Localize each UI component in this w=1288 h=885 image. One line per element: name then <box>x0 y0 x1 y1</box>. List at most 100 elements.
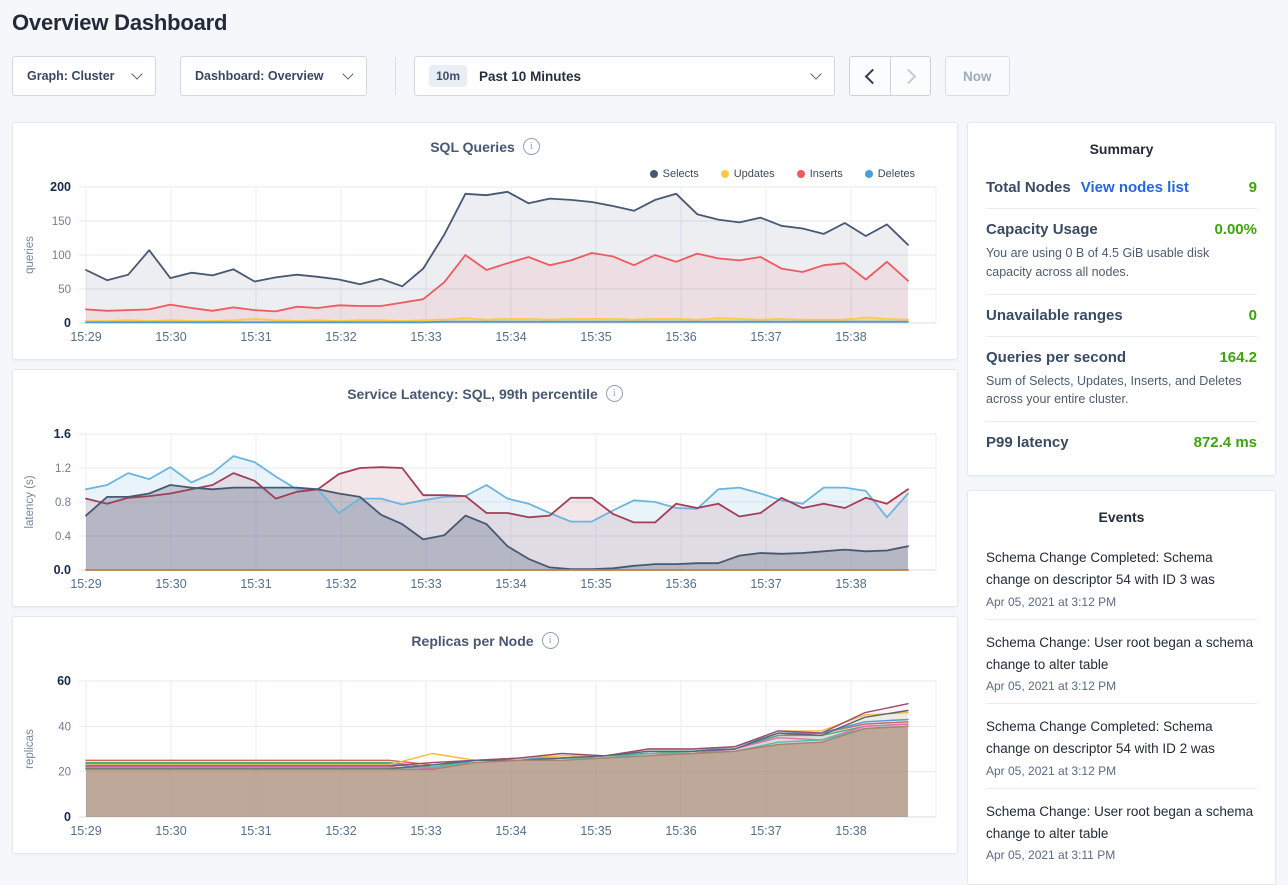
summary-rows: Total Nodes View nodes list 9 Capacity Usag… <box>986 167 1257 463</box>
info-icon[interactable]: i <box>605 385 623 402</box>
replicas-per-node-title-row: Replicas per Node i <box>13 617 957 649</box>
sql-queries-title: SQL Queries <box>430 138 515 155</box>
x-axis-tick: 15:33 <box>410 824 441 838</box>
x-axis-tick: 15:37 <box>750 824 781 838</box>
x-axis-tick: 15:29 <box>70 824 101 838</box>
time-range-picker[interactable]: 10m Past 10 Minutes <box>414 56 835 96</box>
y-axis-tick: 150 <box>52 216 71 228</box>
chevron-right-icon <box>900 68 917 84</box>
summary-label: Capacity Usage <box>986 221 1098 238</box>
event-date: Apr 05, 2021 at 3:12 PM <box>986 594 1117 609</box>
info-icon[interactable]: i <box>541 632 559 649</box>
event-date: Apr 05, 2021 at 3:11 PM <box>986 848 1116 863</box>
legend-item-inserts: Inserts <box>796 168 843 180</box>
service-latency-sql-99th-percentile-chart: Service Latency: SQL, 99th percentile i 0.… <box>12 369 958 607</box>
event-text: Schema Change Completed: Schema change o… <box>986 550 1215 588</box>
x-axis-tick: 15:31 <box>240 330 271 344</box>
time-range-badge: 10m <box>429 65 468 87</box>
summary-row-queries-per-second: Queries per second 164.2 Sum of Selects, U… <box>986 335 1257 422</box>
info-icon[interactable]: i <box>522 138 540 155</box>
x-axis-tick: 15:30 <box>155 577 186 591</box>
x-axis-tick: 15:33 <box>410 330 441 344</box>
summary-row-total-nodes: Total Nodes View nodes list 9 <box>986 167 1257 208</box>
legend-label: Updates <box>733 168 775 180</box>
replicas-per-node-plot[interactable]: 0 20 40 60 15:29 15:30 15:31 15:32 15:33 15:34 15:… <box>13 671 959 841</box>
service-latency-sql-99th-percentile-plot[interactable]: 0.0 0.4 0.8 1.2 1.6 15:29 15:30 15:31 15:32 15:33… <box>13 424 959 594</box>
event-item: Schema Change Completed: Schema change o… <box>986 535 1257 619</box>
page: Overview Dashboard Graph: Cluster Dashbo… <box>0 10 1288 885</box>
replicas-per-node-title: Replicas per Node <box>411 632 534 649</box>
legend-label: Inserts <box>809 168 843 180</box>
summary-title: Summary <box>1089 141 1154 157</box>
legend-label: Selects <box>662 168 699 180</box>
x-axis-tick: 15:35 <box>580 330 611 344</box>
next-range-button[interactable] <box>890 57 930 95</box>
x-axis-tick: 15:32 <box>325 330 356 344</box>
x-axis-tick: 15:32 <box>325 577 356 591</box>
dashboard-dropdown-label: Dashboard: Overview <box>195 69 324 83</box>
x-axis-tick: 15:35 <box>580 824 611 838</box>
summary-value: 0.00% <box>1214 221 1257 238</box>
legend-item-deletes: Deletes <box>864 168 915 180</box>
summary-label: P99 latency <box>986 434 1069 451</box>
x-axis-tick: 15:38 <box>835 330 866 344</box>
x-axis-tick: 15:30 <box>155 330 186 344</box>
y-axis-tick: 50 <box>58 284 71 296</box>
sql-queries-title-row: SQL Queries i <box>13 123 957 155</box>
graph-dropdown[interactable]: Graph: Cluster <box>12 56 156 96</box>
view-nodes-list-link[interactable]: View nodes list <box>1080 179 1189 196</box>
summary-row-unavailable-ranges: Unavailable ranges 0 <box>986 293 1257 336</box>
events-title: Events <box>1098 509 1145 525</box>
main-area: SQL Queries i Selects Updates Inserts Deletes… <box>12 122 1276 885</box>
toolbar: Graph: Cluster Dashboard: Overview 10m P… <box>12 56 1276 96</box>
y-axis-tick: 1.2 <box>55 463 71 475</box>
x-axis-tick: 15:36 <box>665 824 696 838</box>
deletes-dot-icon <box>864 170 873 178</box>
summary-subtext: You are using 0 B of 4.5 GiB usable disk… <box>986 246 1210 279</box>
y-axis-label: replicas <box>24 729 36 769</box>
summary-subtext: Sum of Selects, Updates, Inserts, and De… <box>986 373 1242 407</box>
x-axis-tick: 15:32 <box>325 824 356 838</box>
summary-value: 9 <box>1248 179 1257 196</box>
legend-label: Deletes <box>877 168 915 180</box>
time-range-label: Past 10 Minutes <box>479 68 582 84</box>
event-item: Schema Change Completed: Schema change o… <box>986 703 1257 788</box>
x-axis-tick: 15:35 <box>580 577 611 591</box>
events-panel: Events Schema Change Completed: Schema c… <box>967 490 1276 885</box>
chevron-left-icon <box>864 68 880 84</box>
events-list: Schema Change Completed: Schema change o… <box>986 535 1257 872</box>
event-date: Apr 05, 2021 at 3:12 PM <box>986 763 1117 778</box>
event-item: Schema Change: User root began a schema … <box>986 787 1257 873</box>
summary-panel: Summary Total Nodes View nodes list 9 Capac… <box>967 122 1276 476</box>
summary-row-capacity-usage: Capacity Usage 0.00% You are using 0 B of … <box>986 208 1257 294</box>
y-axis-tick: 0.8 <box>55 497 71 509</box>
y-axis-tick: 1.6 <box>54 427 71 441</box>
dashboard-dropdown[interactable]: Dashboard: Overview <box>180 56 367 96</box>
summary-label: Queries per second <box>986 348 1127 366</box>
sql-queries-legend: Selects Updates Inserts Deletes <box>649 168 915 180</box>
y-axis-tick: 60 <box>57 674 71 688</box>
x-axis-tick: 15:30 <box>155 824 186 838</box>
replicas-per-node-chart: Replicas per Node i 0 20 40 60 15:29 15:30 15:31… <box>12 616 958 854</box>
x-axis-tick: 15:38 <box>835 824 866 838</box>
prev-range-button[interactable] <box>850 57 890 95</box>
summary-label: Total Nodes <box>986 179 1071 196</box>
x-axis-tick: 15:38 <box>835 577 866 591</box>
event-item: Schema Change: User root began a schema … <box>986 618 1257 704</box>
summary-row-p99-latency: P99 latency 872.4 ms <box>986 421 1257 463</box>
y-axis-tick: 20 <box>58 767 71 779</box>
event-text: Schema Change: User root began a schema … <box>986 634 1254 672</box>
x-axis-tick: 15:36 <box>665 577 696 591</box>
y-axis-label: queries <box>24 236 36 274</box>
y-axis-tick: 0.0 <box>54 563 71 577</box>
legend-item-updates: Updates <box>720 168 775 180</box>
sql-queries-plot[interactable]: 0 50 100 150 200 15:29 15:30 15:31 15:32 15:33 15:… <box>13 177 959 347</box>
y-axis-label: latency (s) <box>24 475 36 528</box>
chevron-down-icon <box>810 68 822 80</box>
x-axis-tick: 15:37 <box>750 577 781 591</box>
selects-dot-icon <box>649 170 658 178</box>
x-axis-tick: 15:34 <box>495 577 526 591</box>
chevron-down-icon <box>342 68 354 80</box>
inserts-dot-icon <box>796 170 805 178</box>
now-button[interactable]: Now <box>945 56 1010 96</box>
